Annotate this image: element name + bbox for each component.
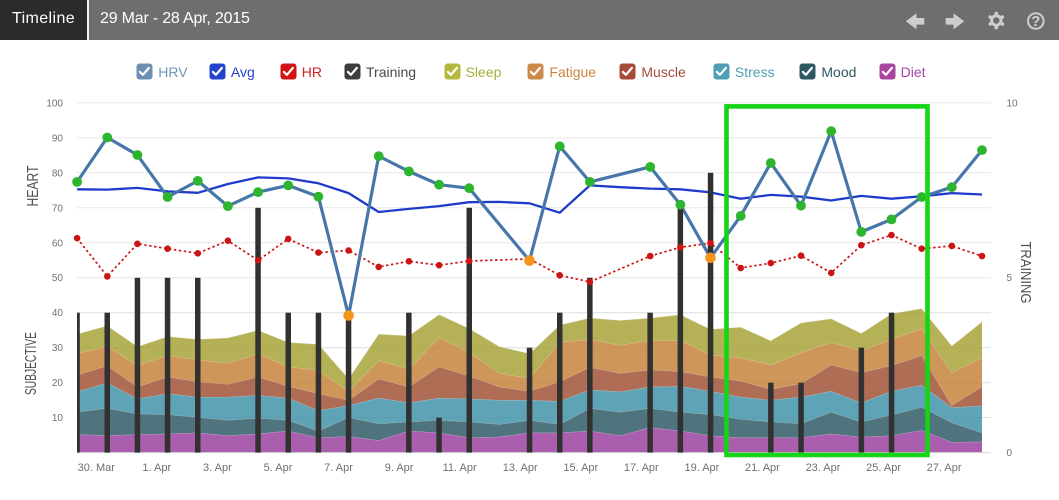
svg-text:5: 5 — [1007, 273, 1013, 284]
svg-text:TRAINING: TRAINING — [1017, 242, 1033, 304]
svg-text:25. Apr: 25. Apr — [866, 462, 901, 474]
svg-text:20: 20 — [52, 378, 64, 389]
svg-text:9. Apr: 9. Apr — [385, 462, 414, 474]
svg-text:23. Apr: 23. Apr — [806, 462, 841, 474]
svg-text:30. Mar: 30. Mar — [78, 462, 116, 474]
svg-text:80: 80 — [52, 168, 64, 179]
svg-text:21. Apr: 21. Apr — [745, 462, 780, 474]
svg-text:90: 90 — [52, 133, 64, 144]
svg-text:30: 30 — [52, 343, 64, 354]
svg-text:50: 50 — [52, 273, 64, 284]
svg-text:40: 40 — [52, 308, 64, 319]
svg-text:7. Apr: 7. Apr — [324, 462, 353, 474]
svg-text:70: 70 — [52, 203, 64, 214]
svg-text:1. Apr: 1. Apr — [142, 462, 171, 474]
svg-text:100: 100 — [46, 98, 63, 109]
svg-text:5. Apr: 5. Apr — [264, 462, 293, 474]
svg-text:27. Apr: 27. Apr — [927, 462, 962, 474]
svg-text:0: 0 — [1007, 448, 1013, 459]
svg-text:15. Apr: 15. Apr — [563, 462, 598, 474]
svg-text:60: 60 — [52, 238, 64, 249]
svg-text:HEART: HEART — [25, 165, 42, 206]
svg-text:13. Apr: 13. Apr — [503, 462, 538, 474]
svg-text:SUBJECTIVE: SUBJECTIVE — [23, 332, 40, 395]
svg-text:17. Apr: 17. Apr — [624, 462, 659, 474]
svg-text:10: 10 — [1007, 98, 1019, 109]
svg-text:10: 10 — [52, 413, 64, 424]
svg-text:11. Apr: 11. Apr — [443, 462, 477, 474]
svg-text:19. Apr: 19. Apr — [684, 462, 719, 474]
svg-text:?: ? — [1031, 14, 1040, 30]
svg-text:3. Apr: 3. Apr — [203, 462, 232, 474]
